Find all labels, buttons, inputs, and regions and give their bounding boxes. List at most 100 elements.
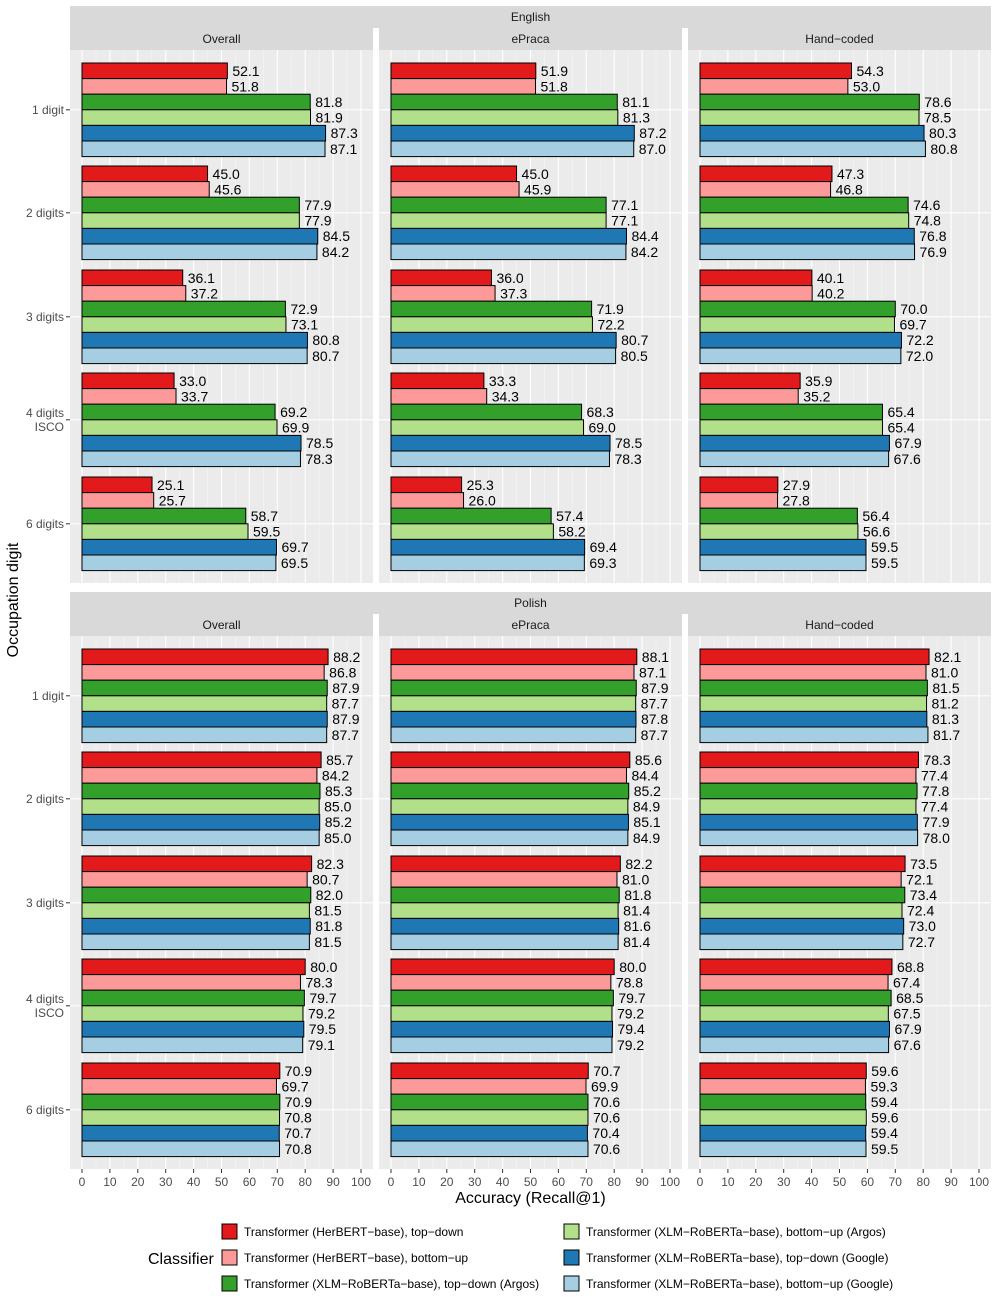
x-tick-label: 0 — [79, 1175, 86, 1189]
bar-4-digits-isco-s3 — [390, 989, 614, 1007]
bar-1-digit-s2 — [390, 78, 537, 95]
legend-swatch — [221, 1275, 238, 1292]
data-label: 87.1 — [639, 664, 666, 680]
data-label: 81.3 — [623, 110, 650, 126]
data-label: 67.6 — [894, 451, 921, 467]
data-label: 87.7 — [641, 696, 668, 712]
bar-6-digits-s5 — [81, 538, 277, 556]
panel-english-overall: Overall 52.151.8 81.881.987.387.1 45.045.6 7… — [70, 28, 373, 583]
bar-6-digits-s6 — [81, 1140, 281, 1158]
x-tick-label: 70 — [580, 1175, 594, 1189]
bar-6-digits-s3 — [699, 507, 858, 525]
data-label: 56.6 — [863, 524, 890, 540]
bar-4-digits-isco-s4 — [699, 419, 883, 436]
data-label: 45.9 — [524, 181, 551, 197]
bar-6-digits-s5 — [390, 538, 586, 556]
data-label: 59.4 — [871, 1094, 898, 1110]
bar-4-digits-isco-s5 — [81, 434, 302, 452]
data-label: 73.5 — [910, 856, 937, 872]
data-label: 81.3 — [932, 711, 959, 727]
bar-6-digits-s4 — [699, 523, 859, 540]
data-label: 80.3 — [929, 125, 956, 141]
data-label: 69.4 — [590, 539, 617, 555]
x-tick-label: 70 — [271, 1175, 285, 1189]
x-tick-label: 40 — [805, 1175, 819, 1189]
data-label: 84.2 — [322, 767, 349, 783]
legend-item-6: Transformer (XLM−RoBERTa−base), bottom−u… — [563, 1275, 893, 1292]
bar-2-digits-s2 — [699, 181, 832, 198]
bar-6-digits-s1 — [699, 476, 779, 494]
data-label: 78.6 — [924, 94, 951, 110]
bar-6-digits-s4 — [390, 523, 554, 540]
bar-3-digits-s3 — [390, 300, 593, 318]
bar-3-digits-s3 — [699, 300, 896, 318]
bar-3-digits-s4 — [699, 902, 903, 919]
panel-polish-overall: Overall88.286.887.987.787.987.785.784.28… — [70, 614, 373, 1189]
bar-1-digit-s6 — [699, 726, 929, 744]
x-tick-label: 70 — [889, 1175, 903, 1189]
bar-4-digits-isco-s2 — [390, 388, 488, 405]
panel-strip-label: ePraca — [511, 32, 549, 46]
bar-3-digits-s3 — [81, 886, 312, 904]
data-label: 81.8 — [624, 887, 651, 903]
bar-1-digit-s1 — [81, 62, 228, 80]
data-label: 77.1 — [611, 197, 638, 213]
data-label: 80.7 — [312, 871, 339, 887]
data-label: 70.8 — [285, 1141, 312, 1157]
bar-3-digits-s4 — [390, 902, 619, 919]
data-label: 58.7 — [251, 508, 278, 524]
bar-2-digits-s3 — [390, 196, 607, 214]
x-tick-label: 50 — [215, 1175, 229, 1189]
data-label: 78.3 — [305, 451, 332, 467]
data-label: 67.9 — [894, 1021, 921, 1037]
bar-6-digits-s6 — [390, 554, 585, 572]
bar-2-digits-s2 — [390, 181, 520, 198]
data-label: 51.8 — [232, 78, 259, 94]
data-label: 78.3 — [305, 974, 332, 990]
x-tick-label: 10 — [412, 1175, 426, 1189]
bar-1-digit-s5 — [81, 124, 327, 142]
data-label: 79.2 — [617, 1006, 644, 1022]
legend-label: Transformer (XLM−RoBERTa−base), top−down… — [586, 1251, 888, 1265]
bar-2-digits-s1 — [699, 165, 833, 183]
x-axis-title: Accuracy (Recall@1) — [455, 1190, 606, 1207]
data-label: 77.4 — [921, 799, 948, 815]
data-label: 72.9 — [290, 301, 317, 317]
bar-4-digits-isco-s3 — [390, 403, 583, 421]
bar-1-digit-s6 — [699, 140, 926, 158]
y-tick-label-2-digits: 2 digits — [26, 206, 64, 220]
x-tick-label: 20 — [131, 1175, 145, 1189]
x-tick-label: 60 — [552, 1175, 566, 1189]
data-label: 35.9 — [805, 373, 832, 389]
data-label: 70.4 — [592, 1125, 619, 1141]
data-label: 51.8 — [541, 78, 568, 94]
panel-strip — [379, 28, 682, 50]
data-label: 85.1 — [633, 814, 660, 830]
data-label: 54.3 — [856, 63, 883, 79]
bar-2-digits-s6 — [390, 829, 629, 847]
bar-2-digits-s4 — [699, 212, 910, 229]
data-label: 69.9 — [591, 1078, 618, 1094]
bar-2-digits-s6 — [699, 829, 919, 847]
bar-6-digits-s6 — [699, 1140, 867, 1158]
bar-1-digit-s1 — [699, 62, 852, 80]
data-label: 40.1 — [817, 270, 844, 286]
bar-1-digit-s3 — [81, 679, 328, 697]
bar-3-digits-s1 — [390, 269, 492, 287]
panel-strip-label: Hand−coded — [805, 32, 873, 46]
bar-6-digits-s3 — [81, 1093, 281, 1111]
data-label: 85.7 — [326, 752, 353, 768]
data-label: 68.8 — [897, 959, 924, 975]
data-label: 87.9 — [332, 711, 359, 727]
data-label: 80.8 — [312, 332, 339, 348]
data-label: 77.9 — [304, 213, 331, 229]
x-tick-label: 100 — [969, 1175, 989, 1189]
bar-1-digit-s6 — [390, 726, 637, 744]
data-label: 88.2 — [333, 649, 360, 665]
legend-swatch — [221, 1223, 238, 1240]
bar-3-digits-s2 — [81, 285, 187, 302]
bar-4-digits-isco-s3 — [699, 989, 892, 1007]
bar-3-digits-s4 — [81, 902, 310, 919]
data-label: 74.8 — [914, 213, 941, 229]
